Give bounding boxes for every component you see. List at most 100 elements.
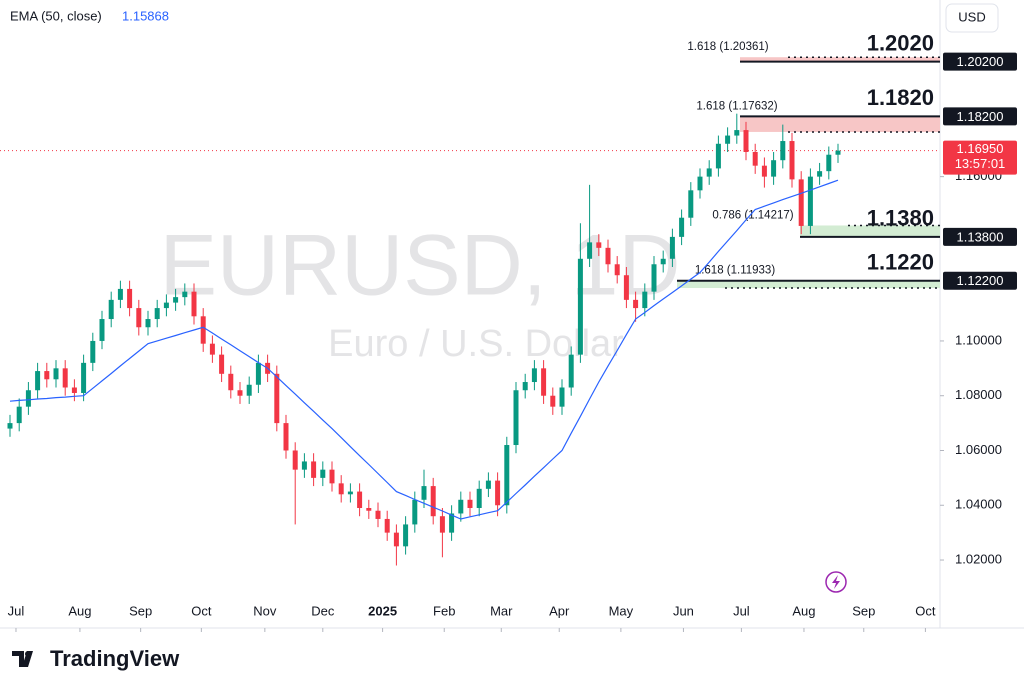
- candle-body: [587, 242, 593, 259]
- candle-body: [715, 143, 721, 169]
- last-price-label: 1.16950: [957, 141, 1004, 156]
- candle-body: [191, 291, 197, 317]
- candle-body: [596, 242, 602, 248]
- x-tick-label: Oct: [191, 603, 212, 618]
- candle-body: [743, 130, 749, 152]
- x-tick-label: Feb: [433, 603, 455, 618]
- watermark-sub: Euro / U.S. Dollar: [328, 323, 624, 365]
- candle-body: [320, 469, 326, 478]
- candle-body: [439, 516, 445, 533]
- y-tick-label: 1.10000: [955, 332, 1002, 347]
- candle-body: [697, 176, 703, 191]
- candle-body: [467, 499, 473, 508]
- level-axis-box: [943, 271, 1017, 290]
- candle-body: [531, 368, 537, 383]
- candle-body: [16, 406, 22, 424]
- candle-body: [255, 362, 261, 385]
- logo-dot: [25, 651, 31, 657]
- fib-label: 1.618 (1.17632): [696, 100, 777, 112]
- candle-body: [504, 445, 510, 506]
- level-label: 1.1220: [867, 250, 934, 275]
- candle-body: [182, 291, 188, 298]
- candle-body: [71, 387, 77, 393]
- candle-body: [209, 343, 215, 355]
- level-axis-label: 1.12200: [957, 273, 1004, 288]
- candle-body: [458, 499, 464, 514]
- candle-body: [44, 371, 50, 380]
- candle-body: [274, 373, 280, 424]
- candle-body: [219, 354, 225, 374]
- level-zone: [740, 116, 940, 132]
- candle-body: [449, 513, 455, 533]
- alert-icon[interactable]: [825, 571, 847, 593]
- currency-button[interactable]: [945, 3, 999, 33]
- candle-body: [237, 390, 243, 396]
- candle-body: [145, 319, 151, 328]
- candle-body: [7, 423, 13, 429]
- candle-body: [476, 488, 482, 508]
- level-zone: [677, 280, 940, 289]
- candle-body: [485, 480, 491, 489]
- candle-body: [108, 299, 114, 320]
- candle-body: [25, 390, 31, 407]
- candle-body: [669, 236, 675, 259]
- candle-body: [623, 275, 629, 300]
- candle-body: [366, 507, 372, 511]
- candle-body: [117, 288, 123, 300]
- y-tick-label: 1.02000: [955, 551, 1002, 566]
- candle-body: [329, 469, 335, 484]
- x-tick-label: 2025: [368, 603, 397, 618]
- candle-body: [780, 141, 786, 161]
- candle-body: [577, 258, 583, 355]
- candle-body: [725, 135, 731, 144]
- level-axis-label: 1.20200: [957, 54, 1004, 69]
- level-zone: [740, 57, 940, 62]
- x-tick-label: Aug: [792, 603, 815, 618]
- candle-body: [403, 524, 409, 547]
- candle-body: [642, 291, 648, 309]
- x-tick-label: Nov: [253, 603, 277, 618]
- y-tick-label: 1.04000: [955, 497, 1002, 512]
- fib-label: 0.786 (1.14217): [712, 209, 793, 221]
- x-tick-label: Jul: [8, 603, 25, 618]
- candle-body: [421, 486, 427, 500]
- candle-body: [807, 176, 813, 226]
- level-axis-label: 1.13800: [957, 229, 1004, 244]
- x-tick-label: Jun: [673, 603, 694, 618]
- y-tick-label: 1.06000: [955, 442, 1002, 457]
- level-label: 1.1380: [867, 206, 934, 231]
- ema-line: [9, 179, 839, 520]
- candle-body: [798, 179, 804, 226]
- watermark: EURUSD, 1D: [160, 218, 681, 314]
- level-axis-label: 1.18200: [957, 109, 1004, 124]
- candle-body: [375, 510, 381, 519]
- currency[interactable]: USD: [958, 9, 985, 24]
- candle-body: [393, 532, 399, 547]
- candle-body: [660, 258, 666, 265]
- level-axis-box: [943, 107, 1017, 126]
- candle-body: [127, 288, 133, 309]
- candle-body: [495, 480, 501, 506]
- level-label: 1.2020: [867, 30, 934, 55]
- logo: [12, 651, 33, 667]
- candle-body: [835, 150, 841, 155]
- x-tick-label: Mar: [490, 603, 513, 618]
- candle-body: [338, 483, 344, 495]
- candle-body: [136, 308, 142, 328]
- candle-body: [347, 491, 353, 495]
- candle-body: [430, 486, 436, 517]
- candle-body: [633, 299, 639, 309]
- candle-body: [734, 130, 740, 136]
- candle-body: [688, 190, 694, 218]
- candle-body: [706, 168, 712, 177]
- candle-body: [53, 368, 59, 380]
- candle-body: [826, 154, 832, 172]
- last-price-box: [943, 140, 1017, 175]
- countdown: 13:57:01: [955, 156, 1006, 171]
- candle-body: [283, 423, 289, 451]
- candle-body: [559, 387, 565, 407]
- brand: TradingView: [50, 646, 180, 671]
- indicator-name: EMA (50, close): [10, 8, 102, 23]
- candle-body: [771, 160, 777, 177]
- candle-body: [62, 368, 68, 388]
